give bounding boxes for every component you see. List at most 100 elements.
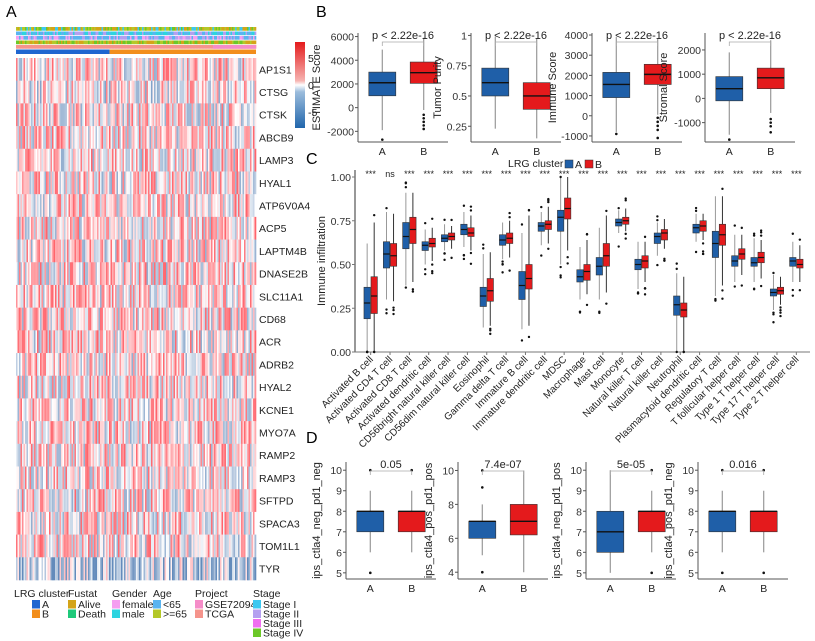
heatmap-cell xyxy=(227,58,230,81)
heatmap-cell xyxy=(254,216,257,240)
heatmap-cell xyxy=(167,239,170,263)
heatmap-cell xyxy=(136,171,138,195)
panel-label-d: D xyxy=(306,430,318,447)
heatmap-cell xyxy=(109,171,111,195)
heatmap-cell xyxy=(224,511,227,535)
heatmap-cell xyxy=(248,375,251,399)
heatmap-cell xyxy=(22,171,24,195)
heatmap-cell xyxy=(101,148,104,172)
annotation-cell xyxy=(47,36,50,40)
heatmap-cell xyxy=(176,58,179,81)
heatmap-cell xyxy=(95,307,98,331)
heatmap-cell xyxy=(190,58,192,81)
heatmap-cell xyxy=(49,239,51,263)
heatmap-cell xyxy=(35,443,38,467)
heatmap-cell xyxy=(32,284,35,308)
annotation-cell xyxy=(58,40,60,45)
annotation-cell xyxy=(101,45,104,49)
heatmap-cell xyxy=(167,171,170,195)
heatmap-cell xyxy=(50,534,53,558)
heatmap-cell xyxy=(85,398,87,422)
heatmap-cell xyxy=(236,103,239,127)
heatmap-cell xyxy=(77,216,80,240)
heatmap-cell xyxy=(218,511,221,535)
heatmap-cell xyxy=(56,534,59,558)
heatmap-cell xyxy=(50,194,53,218)
heatmap-cell xyxy=(40,443,42,467)
heatmap-cell xyxy=(104,511,107,535)
outlier-point xyxy=(585,303,589,307)
heatmap-cell xyxy=(184,375,186,399)
heatmap-cell xyxy=(199,103,201,127)
heatmap-cell xyxy=(197,284,200,308)
heatmap-cell xyxy=(44,284,47,308)
heatmap-cell xyxy=(94,398,96,422)
heatmap-cell xyxy=(143,421,146,445)
annotation-cell xyxy=(59,45,62,49)
heatmap-cell xyxy=(176,216,179,240)
heatmap-cell xyxy=(239,284,242,308)
heatmap-cell xyxy=(199,307,201,331)
annotation-cell xyxy=(31,45,33,49)
annotation-cell xyxy=(245,31,248,36)
heatmap-cell xyxy=(188,398,191,422)
heatmap-cell xyxy=(17,194,20,218)
heatmap-cell xyxy=(118,443,120,467)
annotation-cell xyxy=(140,40,143,45)
heatmap-cell xyxy=(64,239,66,263)
heatmap-cell xyxy=(143,398,146,422)
annotation-cell xyxy=(23,40,26,45)
heatmap-cell xyxy=(139,489,141,513)
heatmap-cell xyxy=(220,58,222,81)
heatmap-cell xyxy=(23,171,26,195)
heatmap-cell xyxy=(16,353,18,377)
heatmap-cell xyxy=(112,330,114,354)
heatmap-cell xyxy=(173,239,176,263)
heatmap-cell xyxy=(31,103,33,127)
heatmap-cell xyxy=(44,216,47,240)
annotation-cell xyxy=(185,27,188,31)
heatmap-cell xyxy=(38,330,41,354)
heatmap-cell xyxy=(238,262,240,286)
heatmap-cell xyxy=(230,375,233,399)
heatmap-cell xyxy=(161,511,164,535)
heatmap-cell xyxy=(26,353,29,377)
heatmap-cell xyxy=(206,126,209,150)
heatmap-cell xyxy=(137,534,140,558)
annotation-cell xyxy=(236,31,239,36)
heatmap-cell xyxy=(203,284,206,308)
heatmap-cell xyxy=(137,421,140,445)
annotation-cell xyxy=(61,31,63,36)
annotation-cell xyxy=(163,31,165,36)
heatmap-cell xyxy=(122,80,125,104)
heatmap-cell xyxy=(230,80,233,104)
heatmap-cell xyxy=(206,103,209,127)
heatmap-cell xyxy=(28,421,30,445)
heatmap-cell xyxy=(184,398,186,422)
heatmap-cell xyxy=(236,489,239,513)
heatmap-cell xyxy=(98,148,101,172)
heatmap-cell xyxy=(179,80,182,104)
legend-title: Project xyxy=(195,588,228,600)
heatmap-cell xyxy=(212,103,215,127)
annotation-cell xyxy=(215,31,218,36)
heatmap-cell xyxy=(179,58,182,81)
heatmap-cell xyxy=(134,466,137,490)
annotation-cell xyxy=(172,31,174,36)
heatmap-cell xyxy=(79,262,81,286)
heatmap-cell xyxy=(20,148,23,172)
heatmap-cell xyxy=(248,353,251,377)
heatmap-cell xyxy=(89,239,92,263)
heatmap-cell xyxy=(68,284,71,308)
heatmap-cell xyxy=(97,284,99,308)
heatmap-cell xyxy=(83,353,86,377)
heatmap-cell xyxy=(101,307,104,331)
heatmap-cell xyxy=(34,443,36,467)
annotation-cell xyxy=(182,45,185,49)
heatmap-cell xyxy=(218,126,221,150)
heatmap-cell xyxy=(71,126,74,150)
heatmap-cell xyxy=(152,466,155,490)
heatmap-cell xyxy=(191,353,194,377)
heatmap-cell xyxy=(121,148,123,172)
heatmap-cell xyxy=(190,534,192,558)
